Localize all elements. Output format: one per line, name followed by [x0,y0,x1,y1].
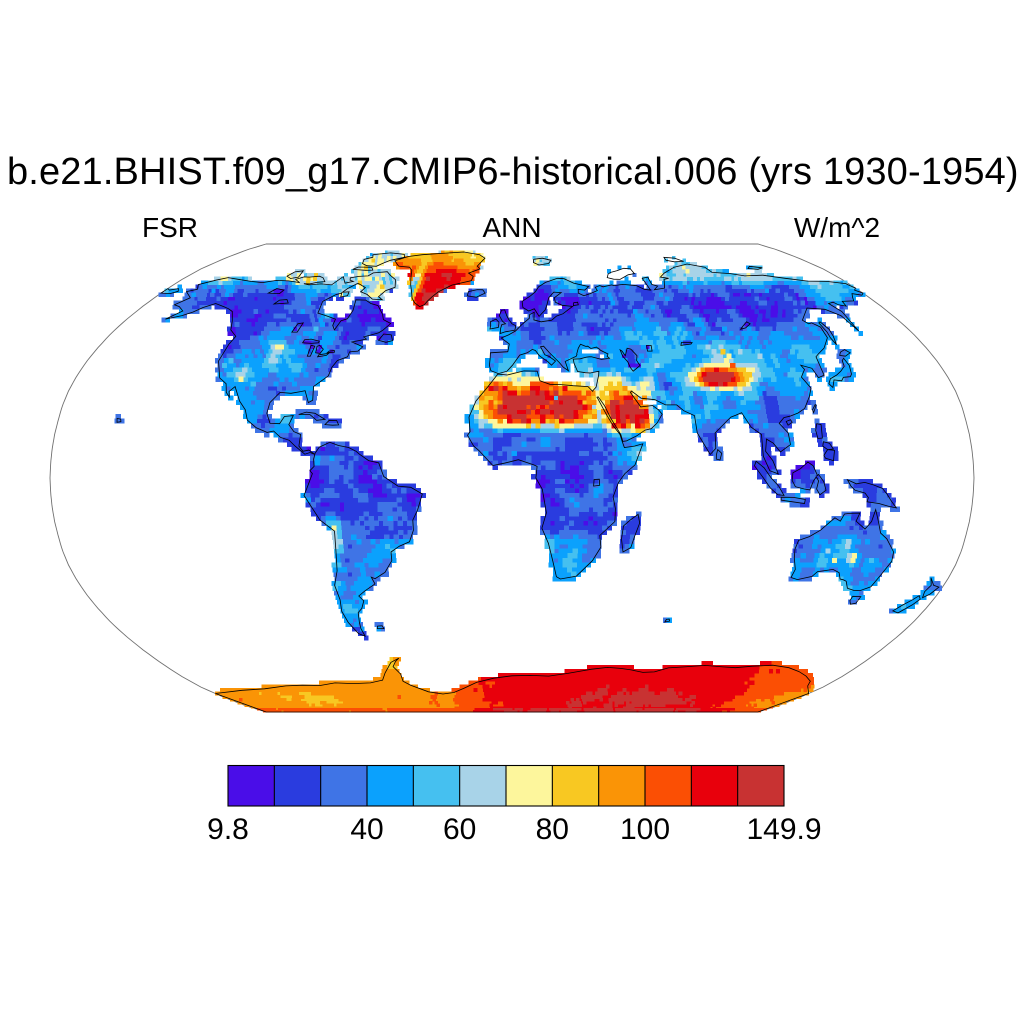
svg-text:9.8: 9.8 [207,813,249,846]
svg-text:149.9: 149.9 [746,813,821,846]
svg-text:W/m^2: W/m^2 [794,212,880,243]
svg-text:FSR: FSR [142,212,198,243]
svg-text:60: 60 [443,813,476,846]
svg-text:80: 80 [536,813,569,846]
svg-text:ANN: ANN [482,212,541,243]
svg-text:100: 100 [620,813,670,846]
svg-text:40: 40 [350,813,383,846]
svg-text:b.e21.BHIST.f09_g17.CMIP6-hist: b.e21.BHIST.f09_g17.CMIP6-historical.006… [7,151,1019,193]
